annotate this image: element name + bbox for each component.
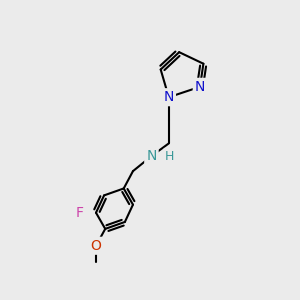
Text: O: O — [91, 239, 101, 253]
Text: F: F — [75, 206, 83, 220]
Text: N: N — [146, 149, 157, 163]
Text: N: N — [164, 90, 174, 104]
Text: N: N — [195, 80, 205, 94]
Text: H: H — [165, 150, 175, 163]
